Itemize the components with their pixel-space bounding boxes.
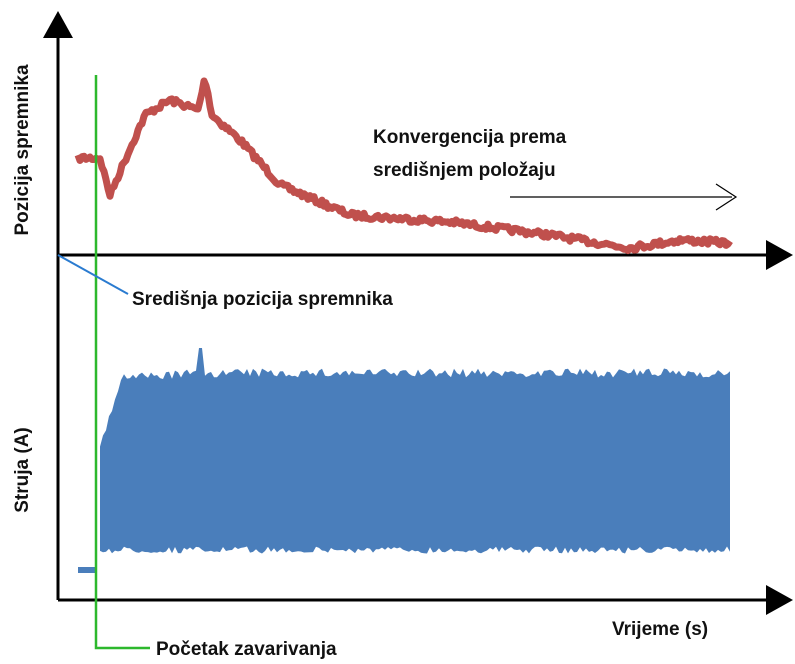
convergence-label: središnjem položaju: [373, 160, 556, 181]
position-trace: [74, 77, 733, 255]
convergence-label: Konvergencija prema: [373, 127, 567, 148]
start-label: Početak zavarivanja: [156, 639, 337, 660]
current-band: [100, 348, 730, 554]
current-pre: [78, 567, 95, 573]
center-label: Središnja pozicija spremnika: [132, 289, 393, 310]
bottom-y-label: Struja (A): [12, 427, 33, 513]
signals: [74, 77, 733, 573]
center-pointer: [57, 254, 129, 295]
start-line: [94, 75, 150, 650]
top-y-label: Pozicija spremnika: [12, 64, 33, 236]
x-label: Vrijeme (s): [612, 619, 708, 640]
arrow-head: [715, 183, 738, 211]
